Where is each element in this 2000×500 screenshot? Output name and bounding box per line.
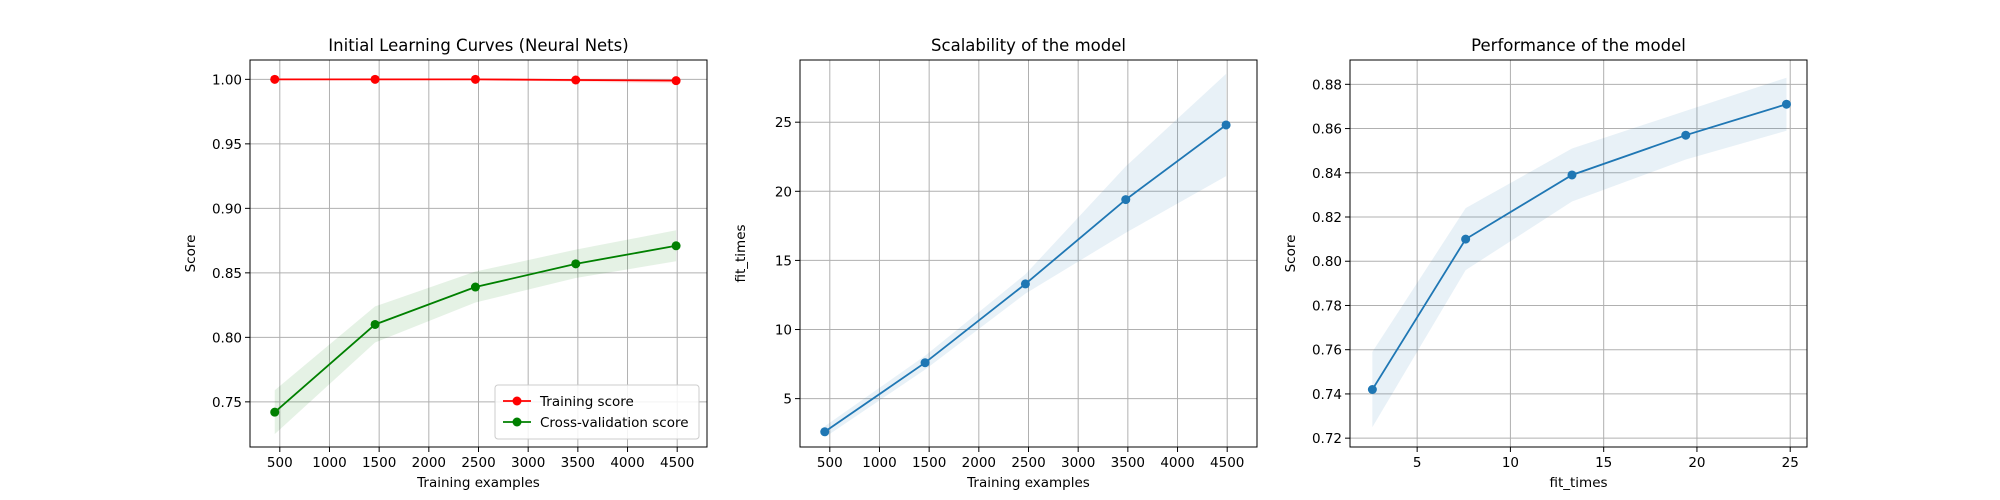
y-tick-label: 0.86: [1312, 122, 1342, 138]
chart-title: Initial Learning Curves (Neural Nets): [328, 36, 628, 55]
x-tick-label: 3000: [1061, 455, 1095, 471]
data-point: [470, 282, 480, 292]
y-tick-label: 0.84: [1312, 166, 1342, 182]
x-tick-label: 3500: [1111, 455, 1145, 471]
y-tick-label: 0.80: [1312, 254, 1342, 270]
x-tick-label: 4000: [1160, 455, 1194, 471]
x-axis-label: Training examples: [966, 475, 1090, 491]
y-tick-label: 0.75: [212, 395, 242, 411]
x-tick-label: 3500: [561, 455, 595, 471]
x-tick-label: 4500: [660, 455, 694, 471]
data-point: [1221, 120, 1231, 130]
chart-title: Performance of the model: [1471, 36, 1686, 55]
x-tick-label: 1000: [862, 455, 896, 471]
y-axis-label: Score: [183, 235, 199, 273]
legend-label: Training score: [539, 394, 634, 410]
y-tick-label: 0.85: [212, 266, 242, 282]
data-point: [671, 76, 681, 86]
data-point: [370, 74, 380, 84]
y-tick-label: 10: [775, 323, 792, 339]
data-point: [1367, 385, 1377, 395]
y-tick-label: 0.88: [1312, 77, 1342, 93]
y-tick-label: 0.82: [1312, 210, 1342, 226]
data-point: [820, 427, 830, 437]
data-point: [1567, 170, 1577, 180]
x-tick-label: 500: [817, 455, 843, 471]
legend-label: Cross-validation score: [540, 415, 689, 431]
confidence-band-2: [274, 230, 677, 435]
plot-area: [270, 74, 681, 435]
plot-area: [1367, 77, 1791, 428]
confidence-band-1: [1372, 77, 1787, 428]
data-point: [1121, 195, 1131, 205]
y-tick-label: 0.74: [1312, 387, 1342, 403]
x-tick-label: 2500: [461, 455, 495, 471]
y-tick-label: 0.90: [212, 201, 242, 217]
chart-2: 500 1000 1500 2000 2500 3000 3500 4000 4500 5 10 15…: [733, 36, 1258, 491]
legend-box: [494, 384, 700, 440]
chart-3: 5 10 15 20 25 0.72 0.74 0.76 0.78 0.80 0.82 0.84 0.8…: [1283, 36, 1808, 491]
data-point: [571, 75, 581, 85]
x-tick-label: 1500: [912, 455, 946, 471]
chart-1: 500 1000 1500 2000 2500 3000 3500 4000 4500 0.75 0…: [183, 36, 708, 491]
legend: Training score Cross-validation score: [494, 384, 700, 440]
x-tick-label: 2000: [412, 455, 446, 471]
x-tick-label: 2500: [1011, 455, 1045, 471]
x-tick-label: 5: [1413, 455, 1422, 471]
data-point: [1681, 130, 1691, 140]
y-axis-label: Score: [1283, 235, 1299, 273]
data-point: [370, 319, 380, 329]
y-tick-label: 0.76: [1312, 343, 1342, 359]
x-tick-label: 20: [1688, 455, 1705, 471]
plot-area: [820, 73, 1231, 438]
chart-title: Scalability of the model: [931, 36, 1126, 55]
legend-swatch-marker: [512, 396, 522, 406]
x-tick-label: 500: [267, 455, 293, 471]
x-tick-label: 3000: [511, 455, 545, 471]
legend-swatch-marker: [512, 417, 522, 427]
x-tick-label: 4000: [610, 455, 644, 471]
y-tick-label: 0.80: [212, 330, 242, 346]
y-tick-label: 0.72: [1312, 431, 1342, 447]
data-point: [270, 407, 280, 417]
data-point: [571, 259, 581, 269]
x-axis-label: Training examples: [416, 475, 540, 491]
data-point: [270, 74, 280, 84]
data-point: [1020, 279, 1030, 289]
confidence-band-1: [824, 73, 1227, 438]
data-point: [1461, 234, 1471, 244]
y-tick-label: 25: [775, 115, 792, 131]
y-tick-label: 0.78: [1312, 298, 1342, 314]
y-tick-label: 15: [775, 253, 792, 269]
x-tick-label: 1000: [312, 455, 346, 471]
x-axis-label: fit_times: [1549, 475, 1607, 491]
axes-frame: [1349, 59, 1808, 448]
x-tick-label: 25: [1782, 455, 1799, 471]
y-tick-label: 20: [775, 184, 792, 200]
data-point: [470, 74, 480, 84]
y-tick-label: 0.95: [212, 137, 242, 153]
x-tick-label: 4500: [1210, 455, 1244, 471]
x-tick-label: 1500: [362, 455, 396, 471]
x-tick-label: 2000: [962, 455, 996, 471]
x-tick-label: 10: [1502, 455, 1519, 471]
x-tick-label: 15: [1595, 455, 1612, 471]
data-point: [920, 358, 930, 368]
data-point: [1781, 99, 1791, 109]
y-tick-label: 5: [783, 392, 792, 408]
y-tick-label: 1.00: [212, 72, 242, 88]
data-point: [671, 241, 681, 251]
y-axis-label: fit_times: [733, 224, 749, 282]
